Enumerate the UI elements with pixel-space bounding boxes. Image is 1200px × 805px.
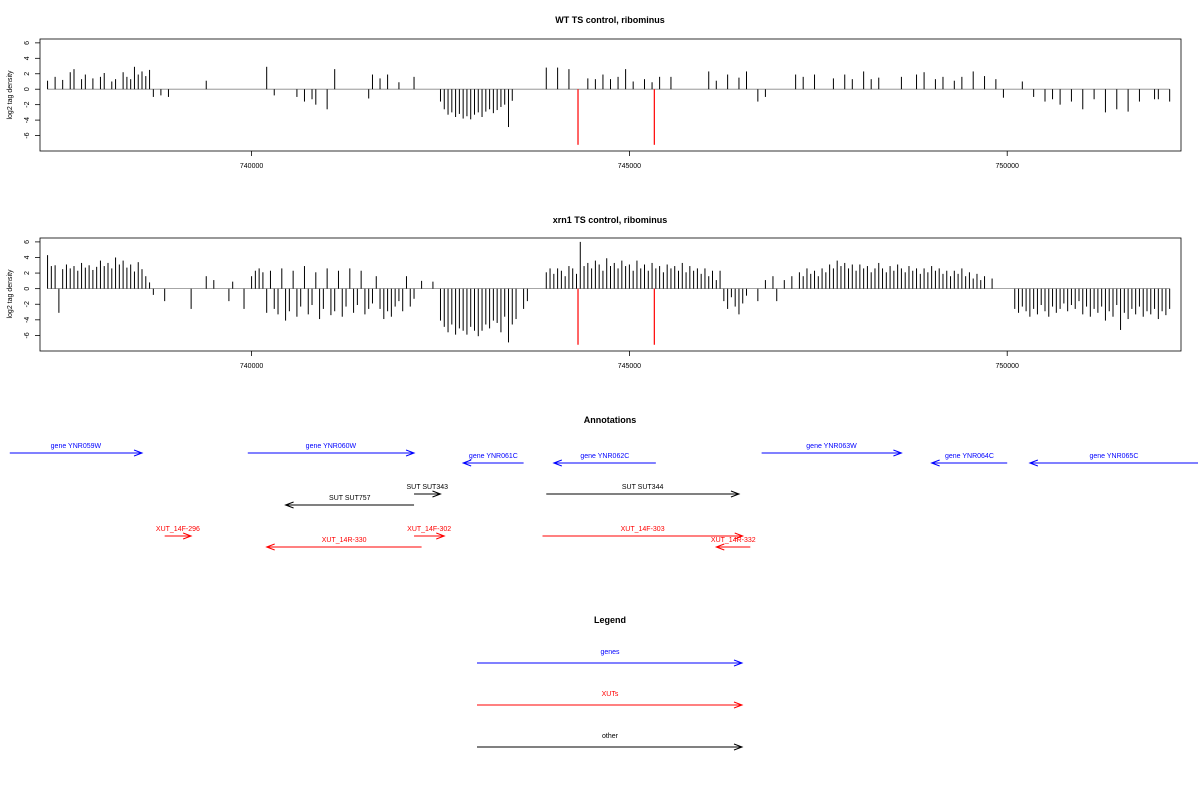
- other-feature-label: SUT SUT344: [622, 484, 664, 491]
- wt-axes: -6 -4 -2 0 2 4 6 740000 745000 750000: [24, 41, 1019, 170]
- XUT-feature-arrow: [542, 532, 745, 540]
- gene-feature-label: gene YNR063W: [806, 443, 857, 450]
- XUT-feature-arrow: [714, 543, 751, 551]
- gene-feature-label: gene YNR064C: [945, 453, 994, 460]
- wt-y-tick-label: -2: [24, 101, 31, 107]
- wt-y-axis-label: log2 tag density: [7, 70, 14, 120]
- wt-x-tick-label: 750000: [996, 163, 1019, 170]
- XUT-feature-label: XUT_14F-302: [407, 526, 451, 533]
- wt-bars: [47, 66, 1171, 145]
- XUT-feature-arrow: [164, 532, 193, 540]
- gene-feature-arrow: [9, 449, 144, 457]
- feature-arrows: gene YNR059W gene YNR060W gene YNR061C gene…: [9, 443, 1198, 551]
- legend-arrow-xuts: [477, 701, 744, 709]
- legend-label-xuts: XUTs: [602, 691, 619, 698]
- wt-y-tick-label: 4: [24, 56, 31, 60]
- other-feature-label: SUT SUT343: [407, 484, 449, 491]
- XUT-feature-label: XUT_14R-330: [322, 537, 367, 544]
- legend-panel: Legend genes XUTs other: [477, 615, 744, 751]
- xrn1-track-panel: xrn1 TS control, ribominus log2 tag dens…: [7, 215, 1182, 370]
- xrn1-x-tick-label: 740000: [240, 363, 263, 370]
- wt-track-panel: WT TS control, ribominus log2 tag densit…: [7, 15, 1182, 170]
- gene-feature-label: gene YNR060W: [306, 443, 357, 450]
- gene-feature-label: gene YNR062C: [580, 453, 629, 460]
- xrn1-y-tick-label: -6: [24, 332, 31, 338]
- xrn1-plot-frame: [39, 237, 1182, 352]
- XUT-feature-arrow: [265, 543, 422, 551]
- xrn1-y-tick-label: 6: [24, 240, 31, 244]
- xrn1-x-tick-label: 745000: [618, 363, 641, 370]
- XUT-feature-label: XUT_14F-303: [621, 526, 665, 533]
- gene-feature-label: gene YNR065C: [1089, 453, 1138, 460]
- legend-label-genes: genes: [600, 649, 620, 656]
- wt-x-tick-label: 745000: [618, 163, 641, 170]
- wt-track-title: WT TS control, ribominus: [555, 15, 665, 25]
- gene-feature-arrow: [247, 449, 416, 457]
- XUT-feature-label: XUT_14F-296: [156, 526, 200, 533]
- wt-x-tick-label: 740000: [240, 163, 263, 170]
- wt-y-tick-label: 0: [24, 87, 31, 91]
- wt-y-tick-label: -4: [24, 117, 31, 123]
- gene-feature-arrow: [761, 449, 903, 457]
- xrn1-y-tick-label: 0: [24, 287, 31, 291]
- legend-arrow-other: [477, 743, 744, 751]
- gene-feature-arrow: [930, 459, 1008, 467]
- gene-feature-label: gene YNR059W: [51, 443, 102, 450]
- XUT-feature-arrow: [414, 532, 446, 540]
- other-feature-arrow: [546, 490, 741, 498]
- xrn1-track-title: xrn1 TS control, ribominus: [553, 215, 668, 225]
- xrn1-axes: -6 -4 -2 0 2 4 6 740000 745000 750000: [24, 240, 1019, 370]
- wt-plot-frame: [39, 38, 1182, 152]
- legend-items: genes XUTs other: [477, 649, 744, 751]
- wt-y-tick-label: 6: [24, 41, 31, 45]
- xrn1-bars: [47, 241, 1171, 345]
- wt-y-tick-label: -6: [24, 132, 31, 138]
- gene-feature-label: gene YNR061C: [469, 453, 518, 460]
- gene-feature-arrow: [1028, 459, 1198, 467]
- xrn1-y-axis-label: log2 tag density: [7, 269, 14, 319]
- annotations-title: Annotations: [584, 415, 637, 425]
- gene-feature-arrow: [552, 459, 656, 467]
- legend-label-other: other: [602, 733, 619, 740]
- wt-y-tick-label: 2: [24, 72, 31, 76]
- XUT-feature-label: XUT_14R-332: [711, 537, 756, 544]
- xrn1-y-tick-label: 2: [24, 271, 31, 275]
- xrn1-y-tick-label: 4: [24, 255, 31, 259]
- other-feature-arrow: [284, 501, 415, 509]
- other-feature-arrow: [414, 490, 442, 498]
- xrn1-x-tick-label: 750000: [996, 363, 1019, 370]
- legend-title: Legend: [594, 615, 626, 625]
- annotations-panel: Annotations gene YNR059W gene YNR060Wgene…: [9, 415, 1198, 551]
- xrn1-y-tick-label: -4: [24, 317, 31, 323]
- xrn1-y-tick-label: -2: [24, 301, 31, 307]
- other-feature-label: SUT SUT757: [329, 495, 371, 502]
- gene-feature-arrow: [461, 459, 524, 467]
- legend-arrow-genes: [477, 659, 744, 667]
